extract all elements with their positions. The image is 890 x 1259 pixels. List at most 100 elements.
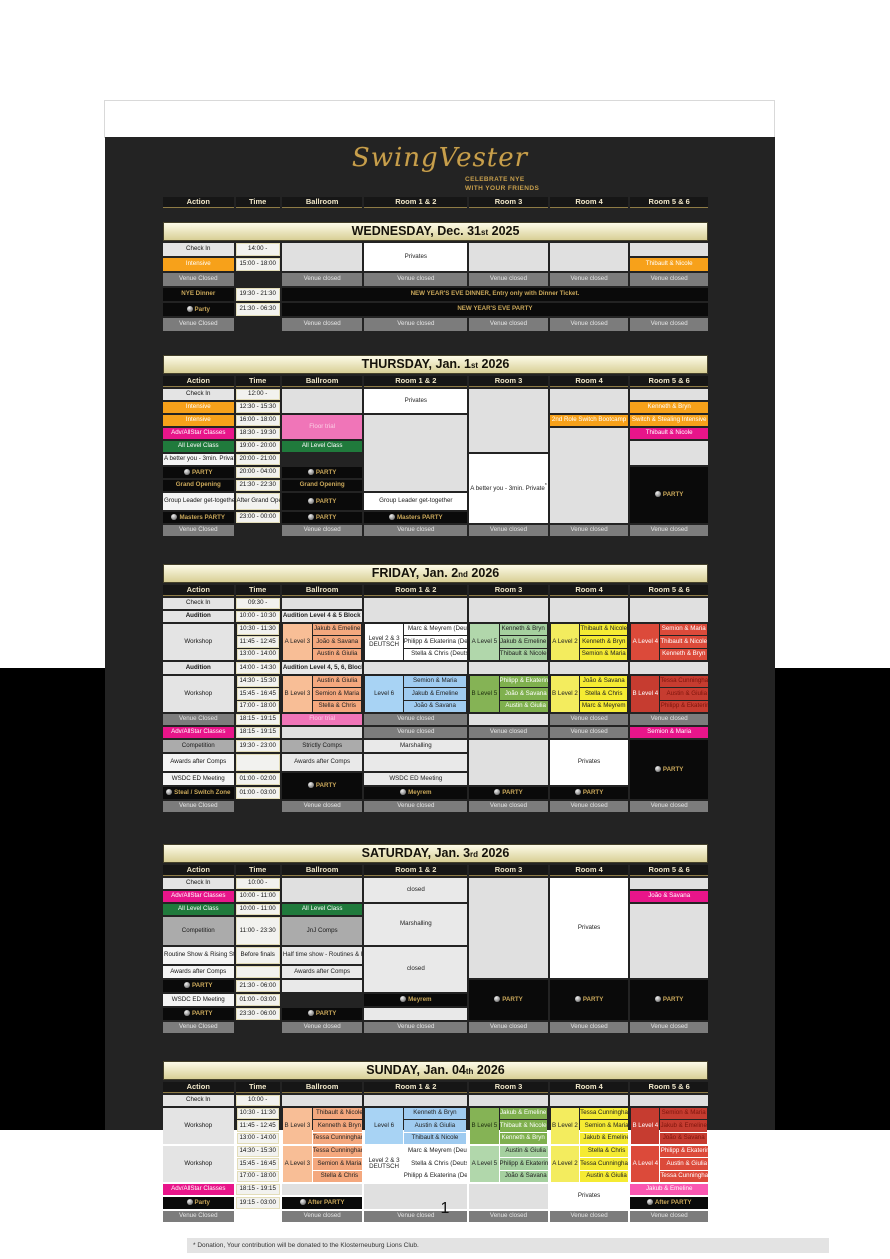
column-header-room-3: Room 3: [469, 865, 548, 876]
room-3-cell: A better you - 3min. Private*: [469, 454, 548, 523]
room-1-2-cell: [364, 662, 468, 674]
cell-label: 12:30 - 15:30: [239, 403, 276, 411]
schedule-row: Routine Show & Rising Star Before finals H…: [163, 947, 708, 992]
level-label: A Level 5: [470, 624, 499, 660]
room-4-cell: Venue closed: [549, 801, 629, 812]
cell-label: PARTY: [662, 491, 684, 499]
action-cell: Audition: [163, 611, 234, 622]
cell-label: Venue closed: [489, 728, 528, 736]
column-header-room-1-2: Room 1 & 2: [364, 197, 468, 208]
instructor-cell: João & Savana: [403, 700, 467, 712]
day-section: WEDNESDAY, Dec. 31st 2025 Check In 14:00 -…: [161, 222, 710, 333]
action-cell: Routine Show & Rising Star: [163, 947, 234, 964]
cell-label: Venue closed: [650, 715, 688, 723]
logo-title: SwingVester: [351, 143, 529, 173]
schedule-row: Party 21:30 - 06:30 NEW YEAR'S EVE PARTY: [163, 303, 708, 316]
day-table: Action Time Ballroom Room 1 & 2 Room 3 Room 4…: [161, 1080, 710, 1224]
instructor-cell: Austin & Giulia: [312, 648, 362, 660]
time-cell: 14:00 - 14:30: [235, 662, 280, 674]
day-section: SUNDAY, Jan. 04th 2026 Action Time Ballroom…: [161, 1061, 710, 1224]
room-5-6-cell: PARTY: [630, 980, 708, 1020]
schedule-row: Venue Closed Venue closed Venue closed Venu…: [163, 273, 708, 286]
level-label: Level 2 & 3 DEUTSCH: [365, 624, 403, 660]
column-header-action: Action: [163, 1082, 234, 1093]
room-3-cell: [469, 740, 548, 785]
column-header-room-4: Room 4: [549, 376, 629, 387]
workshop-row: Workshop 14:30 - 15:30 15:45 - 16:45 17:00 …: [163, 1146, 708, 1182]
column-header-ballroom: Ballroom: [281, 1082, 363, 1093]
instructor-cell: Stella & Chris: [312, 700, 362, 712]
cell-label: Venue closed: [397, 1023, 435, 1031]
cell-label: Thibault & Nicole: [645, 260, 693, 268]
schedule-row: Awards after Comps Awards after Comps: [163, 966, 708, 978]
day-title: THURSDAY, Jan. 1st 2026: [163, 355, 708, 374]
room-3-cell: Venue closed: [469, 801, 548, 812]
room-5-6-cell: Venue closed: [630, 273, 708, 286]
instructor-cell: Jakub & Emeline: [499, 636, 547, 648]
column-header-room-1-2: Room 1 & 2: [364, 585, 468, 596]
time-cell: 18:15 - 19:15: [235, 727, 280, 738]
time-cell: 19:15 - 03:00: [235, 1197, 280, 1209]
cell-label: After PARTY: [654, 1199, 692, 1207]
disco-ball-icon: [307, 782, 314, 789]
ballroom-cell: [282, 454, 363, 465]
instructor-cell: Marc & Meyrem: [580, 700, 628, 712]
instructor-cell: Marc & Meyrem (Deutsch): [403, 624, 468, 636]
level-label: A Level 4: [631, 624, 660, 660]
cell-label: 21:30 - 06:30: [239, 305, 276, 313]
schedule-document: SwingVester CELEBRATE NYE WITH YOUR FRIE…: [105, 137, 829, 1253]
action-cell: All Level Class: [163, 441, 234, 452]
cell-label: Venue closed: [650, 320, 688, 328]
action-cell: Venue Closed: [163, 1022, 234, 1033]
level-label: B Level 4: [631, 1108, 660, 1144]
room-4-cell: Venue closed: [549, 525, 629, 536]
disco-ball-icon: [574, 789, 581, 796]
room-3-cell: Venue closed: [469, 525, 548, 536]
cell-label: 21:30 - 06:00: [239, 981, 276, 989]
time-cell: 18:15 - 19:15: [235, 714, 280, 725]
ballroom-cell: A Level 3 Tessa Cunningham Semion & Maria S…: [282, 1146, 363, 1182]
cell-label: Kenneth & Bryn: [647, 403, 691, 411]
action-cell: Adv/AllStar Classes: [163, 727, 234, 738]
action-cell: Venue Closed: [163, 318, 234, 331]
cell-label: Venue closed: [397, 802, 435, 810]
room-5-6-cell: A Level 4 Semion & Maria Thibault & Nicole…: [630, 624, 708, 660]
schedule-row: Venue Closed Venue closed Venue closed Venu…: [163, 318, 708, 331]
level-label: Level 6: [365, 1108, 403, 1144]
global-header-table: Action Time Ballroom Room 1 & 2 Room 3 Room 4…: [161, 195, 710, 210]
column-header-ballroom: Ballroom: [281, 585, 363, 596]
instructor-cell: Austin & Giulia: [499, 1146, 548, 1158]
level-label: A Level 2: [550, 624, 580, 660]
disco-ball-icon: [574, 996, 581, 1003]
instructor-cell: Kenneth & Bryn: [580, 636, 628, 648]
cell-label: Venue Closed: [178, 275, 218, 283]
action-cell: PARTY: [163, 467, 234, 478]
column-header-action: Action: [163, 585, 234, 596]
cell-label: closed: [406, 965, 425, 973]
room-5-6-cell: [630, 389, 708, 400]
cell-label: PARTY: [192, 468, 213, 476]
cell-label: Switch & Stealing Intensive: [631, 416, 707, 424]
cell-label: All Level Class: [177, 442, 219, 450]
room-4-cell: A Level 2 Thibault & Nicole Kenneth & Bryn…: [550, 624, 629, 660]
time-slot: 10:30 - 11:30: [236, 624, 279, 636]
schedule-row: All Level Class 10:00 - 11:00 All Level Cl…: [163, 904, 708, 978]
time-cell: [235, 966, 280, 978]
schedule-row: Audition 10:00 - 10:30 Audition Level 4 & …: [163, 611, 708, 622]
time-cell: 10:00 -: [235, 1095, 280, 1106]
schedule-row: Venue Closed 18:15 - 19:15 Floor trial Venu…: [163, 714, 708, 725]
action-cell: Party: [163, 1197, 234, 1209]
day-title: SATURDAY, Jan. 3rd 2026: [163, 844, 708, 863]
cell-label: Awards after Comps: [294, 967, 351, 975]
room-5-6-cell: Switch & Stealing Intensive: [630, 415, 708, 426]
schedule-row: Venue Closed Venue closed Venue closed Venu…: [163, 525, 708, 536]
column-header-room-1-2: Room 1 & 2: [364, 865, 468, 876]
action-cell: Adv/AllStar Classes: [163, 428, 234, 439]
cell-label: Masters PARTY: [397, 513, 443, 521]
instructor-cell: Semion & Maria: [660, 1108, 707, 1120]
ballroom-cell: [281, 389, 363, 413]
action-cell: Workshop: [163, 1108, 234, 1144]
action-cell: Workshop: [163, 676, 234, 712]
day-table: Action Time Ballroom Room 1 & 2 Room 3 Room 4…: [161, 583, 710, 814]
cell-label: Intensive: [185, 416, 211, 424]
